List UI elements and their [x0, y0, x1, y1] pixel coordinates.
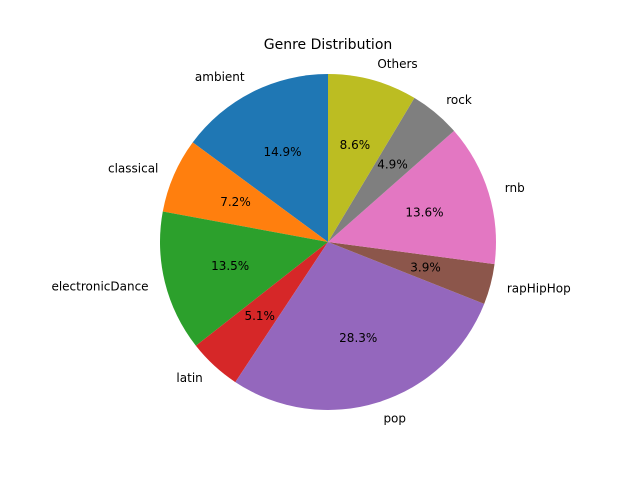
- slice-label-ambient: ambient: [195, 70, 245, 84]
- pie-slice-rnb: [328, 130, 496, 265]
- pct-label-rapHipHop: 3.9%: [410, 260, 441, 274]
- pie-slice-electronicDance: [160, 211, 328, 346]
- pie-slice-latin: [195, 242, 328, 383]
- pie-slice-rock: [328, 97, 455, 243]
- pie-slice-rapHipHop: [328, 242, 495, 304]
- slice-label-pop: pop: [383, 411, 406, 425]
- slices-group: [160, 74, 496, 410]
- pie-slice-classical: [162, 142, 328, 242]
- pct-label-rock: 4.9%: [377, 158, 408, 172]
- pie-slice-Others: [328, 74, 415, 242]
- pct-label-Others: 8.6%: [340, 138, 371, 152]
- pct-label-latin: 5.1%: [244, 309, 275, 323]
- slice-label-electronicDance: electronicDance: [51, 279, 148, 293]
- slice-label-latin: latin: [176, 371, 202, 385]
- slice-label-classical: classical: [108, 162, 158, 176]
- pct-label-ambient: 14.9%: [263, 145, 301, 159]
- slice-label-rapHipHop: rapHipHop: [507, 282, 571, 296]
- pct-label-electronicDance: 13.5%: [211, 259, 249, 273]
- pct-label-pop: 28.3%: [339, 331, 377, 345]
- pie-slice-ambient: [192, 74, 328, 242]
- slice-label-rnb: rnb: [505, 181, 525, 195]
- pct-label-classical: 7.2%: [220, 195, 251, 209]
- labels-group: ambient 14.9% classical 7.2% electronicDance…: [51, 57, 570, 425]
- chart-title: Genre Distribution: [264, 37, 393, 53]
- slice-label-rock: rock: [446, 93, 472, 107]
- pct-label-rnb: 13.6%: [405, 206, 443, 220]
- slice-label-Others: Others: [377, 57, 417, 71]
- pie-slice-pop: [235, 242, 485, 410]
